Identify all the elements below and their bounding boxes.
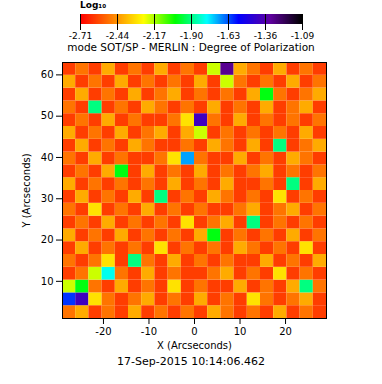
svg-text:10: 10 (41, 276, 54, 287)
svg-text:30: 30 (41, 193, 54, 204)
svg-text:-1.90: -1.90 (180, 31, 204, 41)
svg-text:-1.63: -1.63 (217, 31, 240, 41)
svg-text:Log₁₀: Log₁₀ (80, 0, 106, 10)
svg-text:10: 10 (234, 326, 247, 337)
svg-text:40: 40 (41, 152, 54, 163)
svg-text:-2.71: -2.71 (69, 31, 92, 41)
svg-text:-20: -20 (95, 326, 111, 337)
svg-text:-2.44: -2.44 (106, 31, 130, 41)
svg-text:Y (Arcseconds): Y (Arcseconds) (21, 153, 32, 228)
svg-text:-2.17: -2.17 (143, 31, 166, 41)
svg-text:50: 50 (41, 110, 54, 121)
svg-text:-1.36: -1.36 (254, 31, 278, 41)
svg-text:20: 20 (279, 326, 292, 337)
svg-text:X (Arcseconds): X (Arcseconds) (157, 340, 232, 351)
svg-text:-1.09: -1.09 (291, 31, 315, 41)
html-text:mode SOT/SP - MERLIN : Degree: mode SOT/SP - MERLIN : Degree of Polariz… (67, 41, 315, 53)
svg-text:-10: -10 (141, 326, 157, 337)
html-text:17-Sep-2015 10:14:06.462: 17-Sep-2015 10:14:06.462 (117, 355, 265, 368)
svg-text:20: 20 (41, 234, 54, 245)
svg-text:60: 60 (41, 69, 54, 80)
svg-text:0: 0 (191, 326, 197, 337)
